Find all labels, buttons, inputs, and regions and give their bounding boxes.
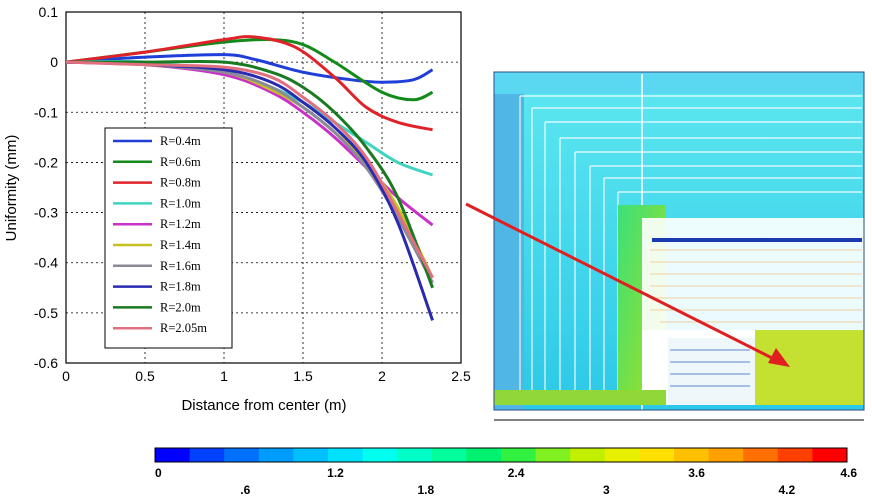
field-simulation-image	[493, 71, 865, 421]
series-lines	[66, 35, 434, 321]
legend-label: R=1.2m	[160, 217, 201, 231]
colorbar-cell	[743, 448, 779, 462]
legend-label: R=1.0m	[160, 196, 201, 210]
y-tick-label: -0.3	[34, 205, 58, 221]
legend-label: R=0.6m	[160, 155, 201, 169]
colorbar: 0 1.2 2.4 3.6 4.6 .6 1.8 3 4.2	[154, 447, 857, 497]
y-tick-label: 0.1	[39, 4, 59, 20]
colorbar-cell	[535, 448, 571, 462]
colorbar-label-upper: 3.6	[688, 466, 705, 480]
series-line-R=0.4m	[66, 53, 434, 84]
x-tick-label: 1.5	[293, 368, 313, 384]
y-tick-label: -0.4	[34, 255, 58, 271]
colorbar-label-upper: 0	[155, 466, 162, 480]
colorbar-label-lower: 4.2	[778, 483, 795, 497]
series-line-R=0.8m	[66, 35, 433, 132]
series-line-R=2.0m	[66, 59, 434, 289]
y-tick-label: -0.6	[34, 355, 58, 371]
y-tick-label: -0.2	[34, 154, 58, 170]
x-tick-label: 1	[220, 368, 228, 384]
y-tick-label: -0.1	[34, 104, 58, 120]
colorbar-cell	[293, 448, 329, 462]
colorbar-label-lower: .6	[240, 483, 250, 497]
legend-label: R=2.0m	[160, 300, 201, 314]
colorbar-label-upper: 1.2	[327, 466, 344, 480]
axis-ticks: 0 0.5 1 1.5 2 2.5 0.1 0 -0.1 -0.2 -0.3 -0.4 -0.5 -0.6	[34, 4, 471, 384]
colorbar-cell	[639, 448, 675, 462]
colorbar-cell	[328, 448, 364, 462]
series-line-R=2.05m	[66, 60, 434, 279]
x-tick-label: 2	[378, 368, 386, 384]
legend-box	[104, 127, 233, 349]
colorbar-label-upper: 2.4	[508, 466, 525, 480]
legend-label: R=0.4m	[160, 134, 201, 148]
colorbar-cell	[708, 448, 744, 462]
colorbar-cell	[604, 448, 640, 462]
colorbar-cell	[501, 448, 537, 462]
colorbar-cell	[362, 448, 398, 462]
legend-label: R=0.8m	[160, 176, 201, 190]
yellow-region	[755, 330, 864, 405]
legend-label: R=1.8m	[160, 280, 201, 294]
colorbar-label-lower: 3	[603, 483, 610, 497]
legend-label: R=1.6m	[160, 259, 201, 273]
colorbar-label-upper: 4.6	[840, 466, 857, 480]
field-contour-lines	[519, 95, 862, 400]
colorbar-cell	[466, 448, 502, 462]
legend: R=0.4m R=0.6m R=0.8m R=1.0m R=1.2m R=1.4m R=1.…	[104, 127, 233, 349]
y-axis-label: Uniformity (mm)	[3, 135, 20, 242]
colorbar-frame	[154, 447, 848, 463]
colorbar-label-lower: 1.8	[417, 483, 434, 497]
arrow	[465, 202, 790, 367]
colorbar-cell	[431, 448, 467, 462]
legend-label: R=2.05m	[160, 321, 207, 335]
colorbar-cell	[258, 448, 294, 462]
x-tick-label: 2.5	[451, 368, 471, 384]
colorbar-cell	[777, 448, 813, 462]
x-axis-label: Distance from center (m)	[181, 397, 346, 414]
legend-label: R=1.4m	[160, 238, 201, 252]
colorbar-cell	[189, 448, 225, 462]
x-tick-label: 0	[62, 368, 70, 384]
colorbar-cell	[397, 448, 433, 462]
y-tick-label: 0	[50, 54, 58, 70]
colorbar-cell	[812, 448, 848, 462]
colorbar-cell	[570, 448, 606, 462]
x-tick-label: 0.5	[135, 368, 155, 384]
colorbar-cell	[674, 448, 710, 462]
line-chart: 0 0.5 1 1.5 2 2.5 0.1 0 -0.1 -0.2 -0.3 -0.4 -0.5 -0.6…	[3, 4, 471, 414]
colorbar-cell	[224, 448, 260, 462]
y-tick-label: -0.5	[34, 305, 58, 321]
colorbar-cell	[155, 448, 191, 462]
